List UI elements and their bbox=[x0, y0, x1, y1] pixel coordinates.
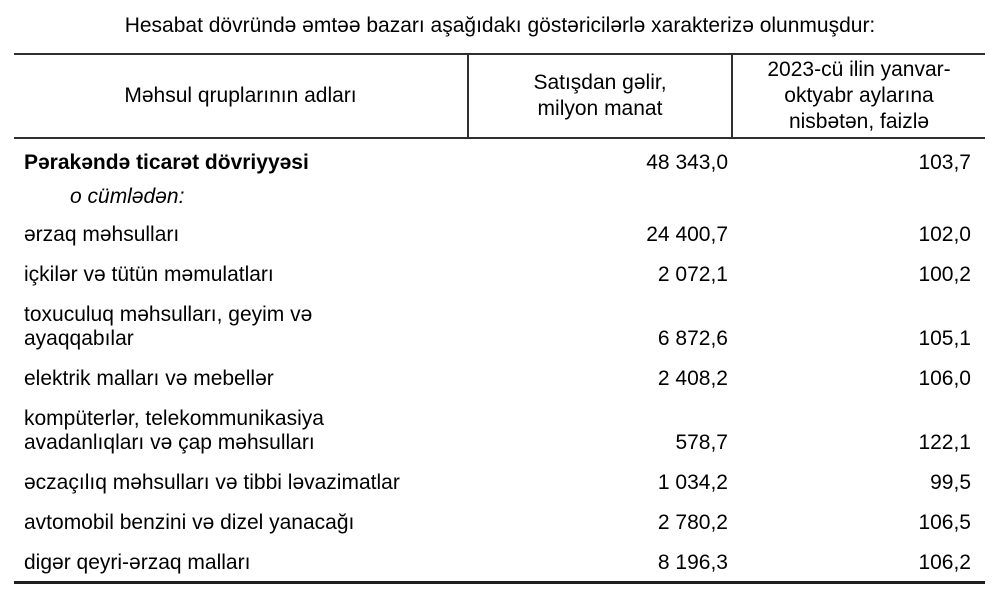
table-row: kompüterlər, telekommunikasiya avadanlıq… bbox=[14, 399, 985, 463]
percent-cell: 106,0 bbox=[918, 367, 971, 390]
table-row: digər qeyri-ərzaq malları 8 196,3 106,2 bbox=[14, 543, 985, 583]
commodity-market-table: Məhsul qruplarının adları Satışdan gəlir… bbox=[14, 53, 985, 584]
page-title: Hesabat dövründə əmtəə bazarı aşağıdakı … bbox=[124, 14, 876, 37]
percent-cell: 103,7 bbox=[918, 151, 971, 174]
revenue-cell: 6 872,6 bbox=[657, 327, 728, 350]
table-row: avtomobil benzini və dizel yanacağı 2 78… bbox=[14, 503, 985, 543]
table-header-row: Məhsul qruplarının adları Satışdan gəlir… bbox=[14, 53, 985, 139]
product-name-cell: ərzaq məhsulları bbox=[24, 223, 180, 246]
revenue-cell: 578,7 bbox=[675, 431, 728, 454]
revenue-cell: 8 196,3 bbox=[657, 551, 728, 574]
table-row: əczaçılıq məhsulları və tibbi ləvazimatl… bbox=[14, 463, 985, 503]
product-name-cell: əczaçılıq məhsulları və tibbi ləvazimatl… bbox=[24, 471, 400, 494]
revenue-cell: 48 343,0 bbox=[646, 151, 728, 174]
table-row: elektrik malları və mebellər 2 408,2 106… bbox=[14, 359, 985, 399]
table-row: toxuculuq məhsulları, geyim və ayaqqabıl… bbox=[14, 295, 985, 359]
product-name-cell: kompüterlər, telekommunikasiya avadanlıq… bbox=[24, 407, 324, 454]
product-name-cell: elektrik malları və mebellər bbox=[24, 367, 274, 390]
table-row: o cümlədən: bbox=[14, 183, 985, 215]
table-row: Pərakəndə ticarət dövriyyəsi 48 343,0 10… bbox=[14, 138, 985, 183]
revenue-cell: 2 780,2 bbox=[657, 511, 728, 534]
revenue-cell: 1 034,2 bbox=[657, 471, 728, 494]
column-header-products: Məhsul qruplarının adları bbox=[14, 53, 468, 139]
product-name-cell: avtomobil benzini və dizel yanacağı bbox=[24, 511, 355, 534]
table-row: içkilər və tütün məmulatları 2 072,1 100… bbox=[14, 255, 985, 295]
table-row: ərzaq məhsulları 24 400,7 102,0 bbox=[14, 215, 985, 255]
product-name-cell: Pərakəndə ticarət dövriyyəsi bbox=[24, 151, 309, 174]
percent-cell: 99,5 bbox=[930, 471, 971, 494]
percent-cell: 105,1 bbox=[918, 327, 971, 350]
percent-cell: 122,1 bbox=[918, 431, 971, 454]
percent-cell: 102,0 bbox=[918, 223, 971, 246]
percent-cell: 100,2 bbox=[918, 263, 971, 286]
percent-cell: 106,2 bbox=[918, 551, 971, 574]
product-name-cell: toxuculuq məhsulları, geyim və ayaqqabıl… bbox=[24, 303, 313, 350]
product-name-cell: o cümlədən: bbox=[70, 185, 185, 208]
percent-cell: 106,5 bbox=[918, 511, 971, 534]
percent-cell bbox=[732, 183, 985, 215]
product-name-cell: içkilər və tütün məmulatları bbox=[24, 263, 274, 286]
product-name-cell: digər qeyri-ərzaq malları bbox=[24, 551, 251, 574]
revenue-cell bbox=[468, 183, 732, 215]
revenue-cell: 2 408,2 bbox=[657, 367, 728, 390]
revenue-cell: 24 400,7 bbox=[646, 223, 728, 246]
revenue-cell: 2 072,1 bbox=[657, 263, 728, 286]
column-header-percent: 2023-cü ilin yanvar- oktyabr aylarına ni… bbox=[731, 53, 985, 139]
column-header-revenue: Satışdan gəlir, milyon manat bbox=[467, 53, 732, 139]
